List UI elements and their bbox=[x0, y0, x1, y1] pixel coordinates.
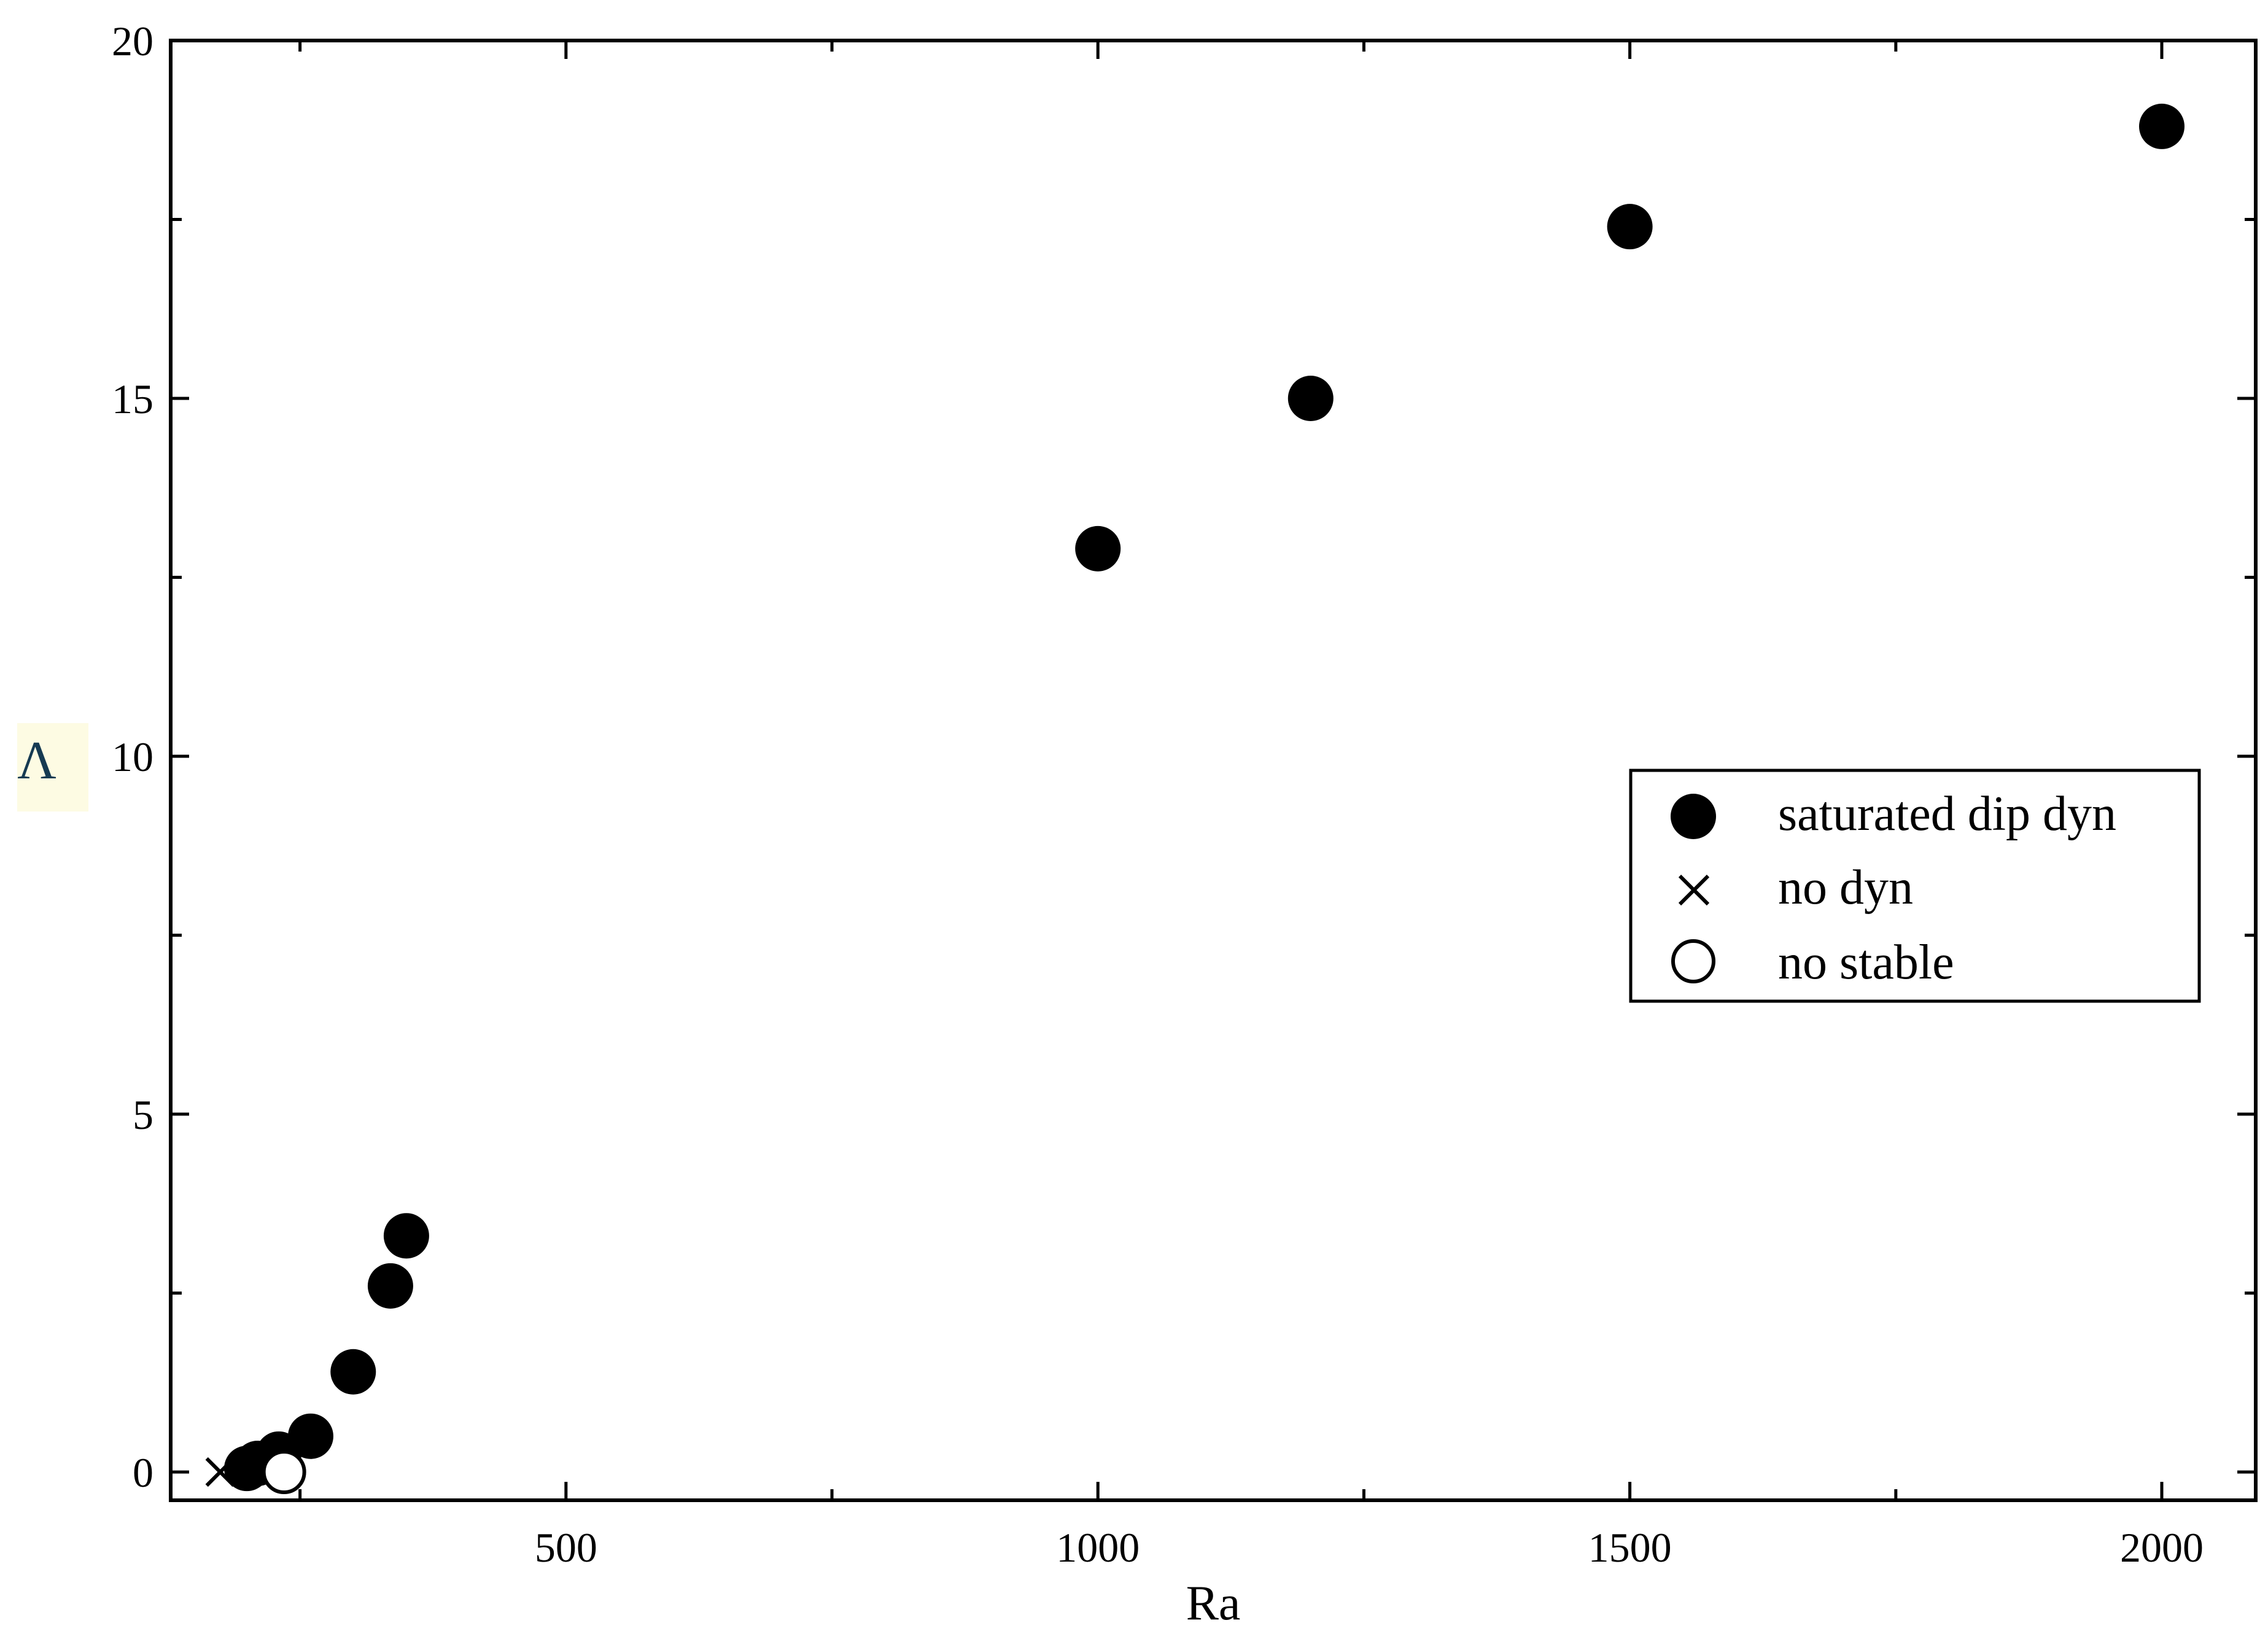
legend-box bbox=[1629, 769, 2201, 1003]
x-tick-label: 2000 bbox=[2120, 1524, 2204, 1571]
data-point-saturated-dip-dyn bbox=[330, 1349, 376, 1395]
y-tick-label: 20 bbox=[112, 18, 153, 64]
y-axis-label: Λ bbox=[17, 731, 56, 791]
y-tick-label: 10 bbox=[112, 734, 153, 780]
plot-frame bbox=[169, 39, 2258, 1502]
data-point-saturated-dip-dyn bbox=[383, 1213, 429, 1259]
x-tick-label: 500 bbox=[535, 1524, 597, 1571]
y-tick-label: 5 bbox=[133, 1091, 153, 1138]
legend-open-circle-marker bbox=[1671, 939, 1715, 983]
x-tick-label: 1000 bbox=[1056, 1524, 1140, 1571]
data-point-no-stable bbox=[262, 1450, 306, 1494]
legend-filled-circle-marker bbox=[1671, 794, 1716, 839]
legend: saturated dip dyn no dyn no stable bbox=[1629, 769, 2201, 1003]
x-tick-label: 1500 bbox=[1588, 1524, 1672, 1571]
data-point-saturated-dip-dyn bbox=[1607, 204, 1653, 250]
data-point-saturated-dip-dyn bbox=[2139, 103, 2185, 149]
y-tick-label: 15 bbox=[112, 376, 153, 422]
data-point-saturated-dip-dyn bbox=[287, 1413, 333, 1459]
legend-label-no-dyn: no dyn bbox=[1778, 861, 1913, 915]
x-axis-label: Ra bbox=[1186, 1576, 1241, 1630]
data-point-saturated-dip-dyn bbox=[1287, 376, 1334, 421]
ticks-layer: 500 1000 1500 2000 0 5 10 15 20 bbox=[112, 18, 2256, 1571]
markers-layer bbox=[205, 103, 2185, 1494]
data-point-saturated-dip-dyn bbox=[1075, 525, 1121, 571]
y-axis-label-highlight bbox=[17, 723, 88, 812]
y-tick-label: 0 bbox=[133, 1449, 153, 1496]
data-point-saturated-dip-dyn bbox=[367, 1263, 413, 1309]
legend-label-saturated-dip-dyn: saturated dip dyn bbox=[1778, 787, 2116, 841]
legend-cross-marker bbox=[1678, 874, 1710, 906]
legend-label-no-stable: no stable bbox=[1778, 936, 1954, 990]
